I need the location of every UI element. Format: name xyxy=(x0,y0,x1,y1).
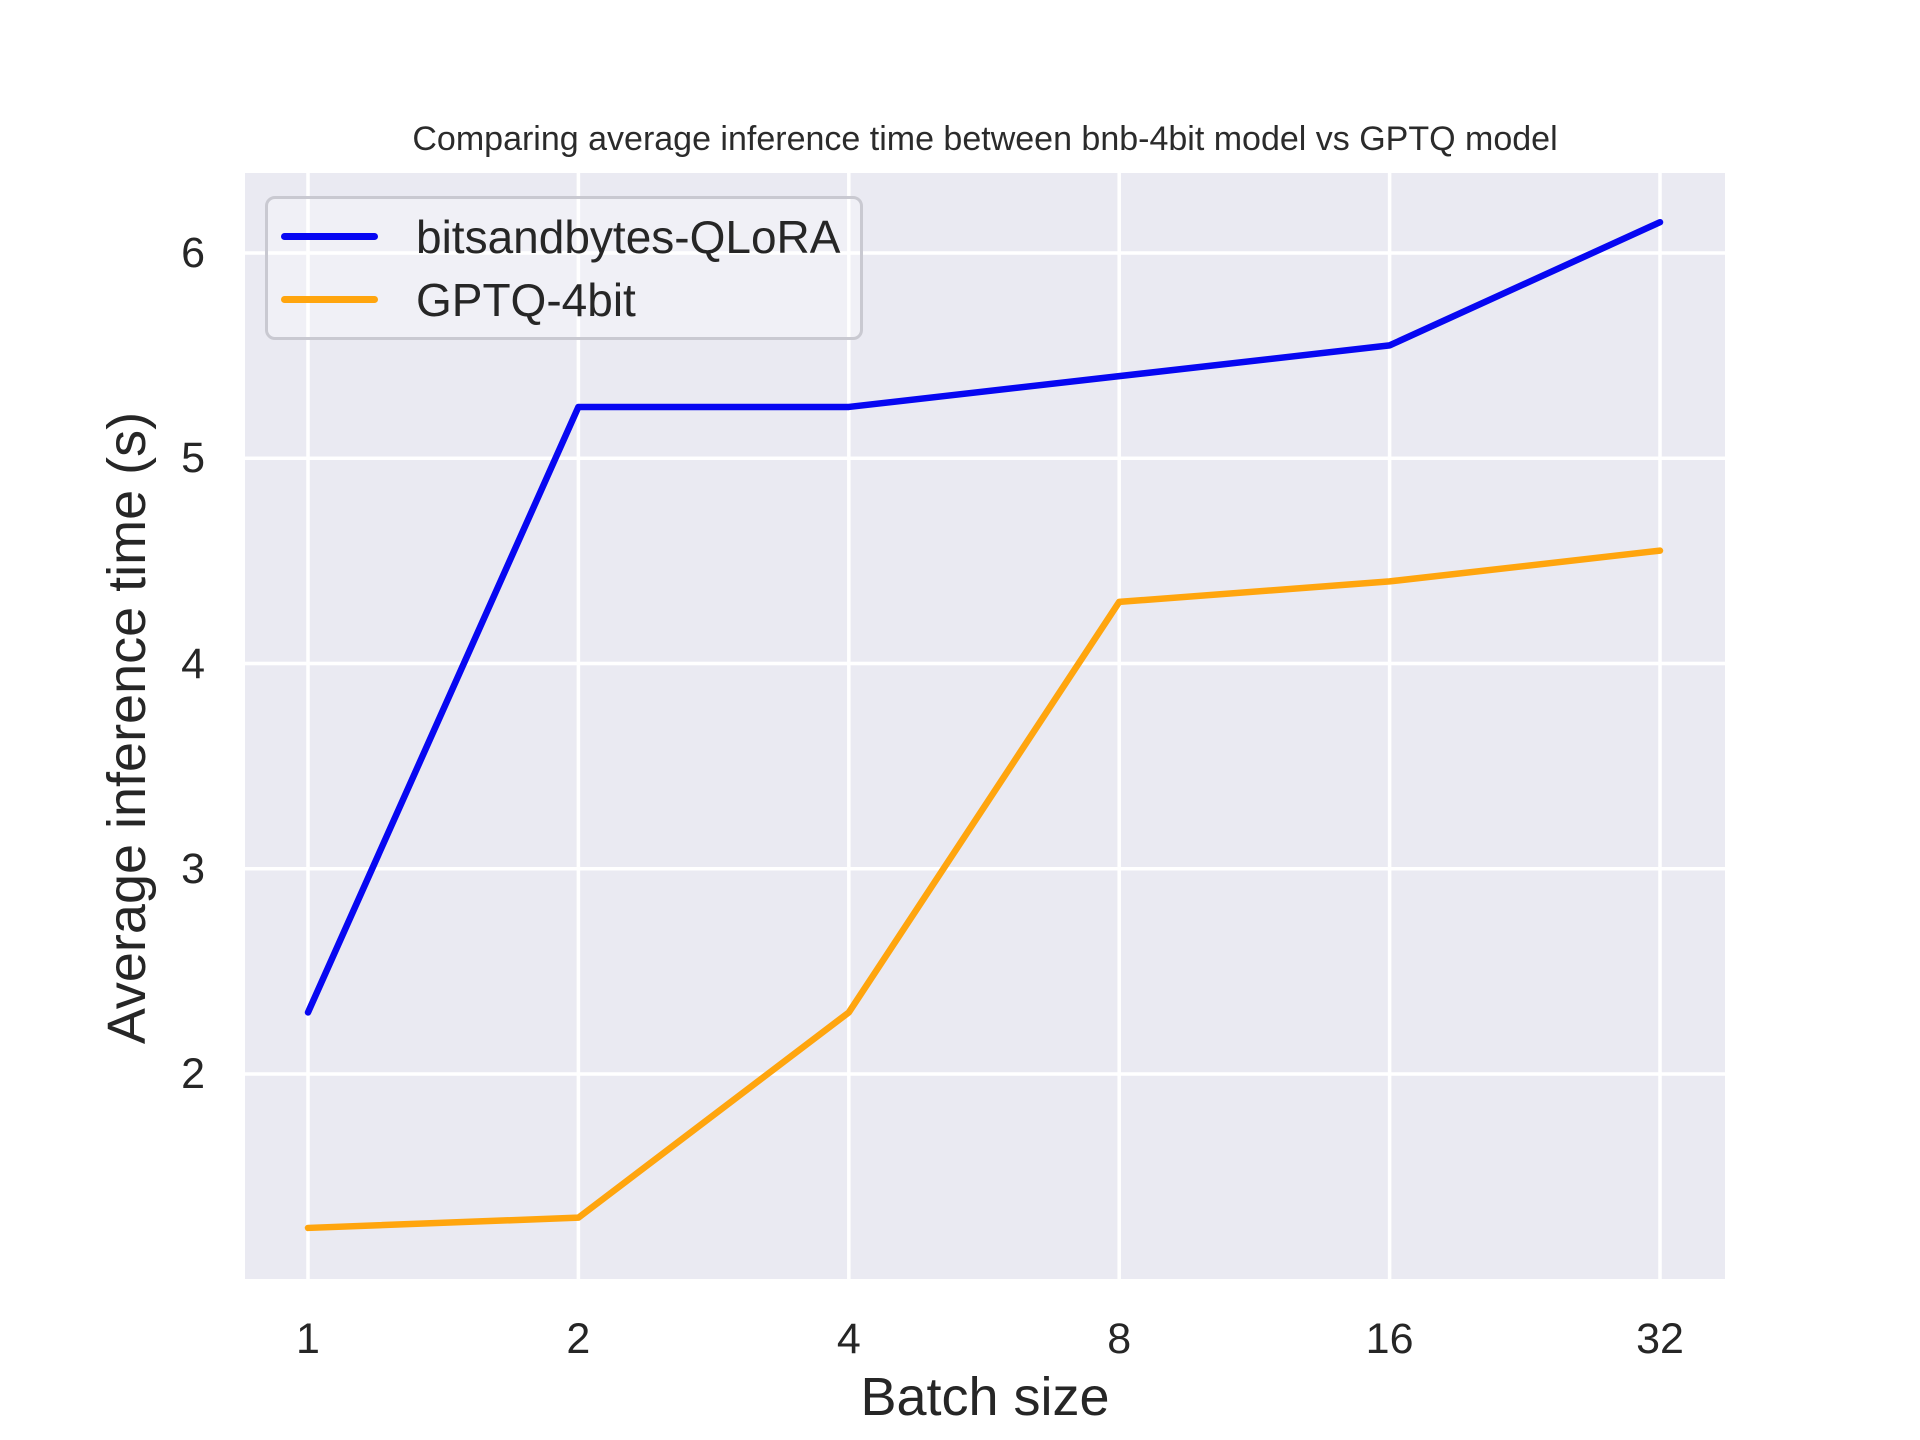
x-tick-8: 8 xyxy=(1107,1315,1132,1363)
data-line-GPTQ-4bit xyxy=(304,547,1664,1232)
x-tick-32: 32 xyxy=(1636,1315,1684,1363)
y-tick-4: 4 xyxy=(181,639,205,688)
legend-label-bitsandbytes: bitsandbytes-QLoRA xyxy=(416,210,841,263)
x-tick-4: 4 xyxy=(836,1315,861,1363)
legend-swatch-gptq xyxy=(281,296,378,303)
data-line-bitsandbytes-QLoRA xyxy=(304,218,1664,1016)
chart-title: Comparing average inference time between… xyxy=(412,120,1558,158)
legend: bitsandbytes-QLoRA GPTQ-4bit xyxy=(265,196,863,340)
y-axis-label: Average inference time (s) xyxy=(97,411,157,1045)
x-tick-2: 2 xyxy=(566,1315,591,1363)
y-tick-3: 3 xyxy=(181,844,205,893)
legend-item-gptq: GPTQ-4bit xyxy=(281,270,860,330)
y-tick-6: 6 xyxy=(181,229,205,277)
x-tick-1: 1 xyxy=(296,1315,320,1363)
x-axis-label: Batch size xyxy=(860,1367,1110,1427)
legend-item-bitsandbytes: bitsandbytes-QLoRA xyxy=(281,207,860,267)
x-tick-16: 16 xyxy=(1365,1315,1414,1363)
plot-background xyxy=(245,173,1725,1279)
legend-label-gptq: GPTQ-4bit xyxy=(416,273,636,326)
y-tick-5: 5 xyxy=(181,434,205,483)
y-tick-2: 2 xyxy=(181,1050,205,1098)
legend-swatch-bitsandbytes xyxy=(281,233,378,240)
